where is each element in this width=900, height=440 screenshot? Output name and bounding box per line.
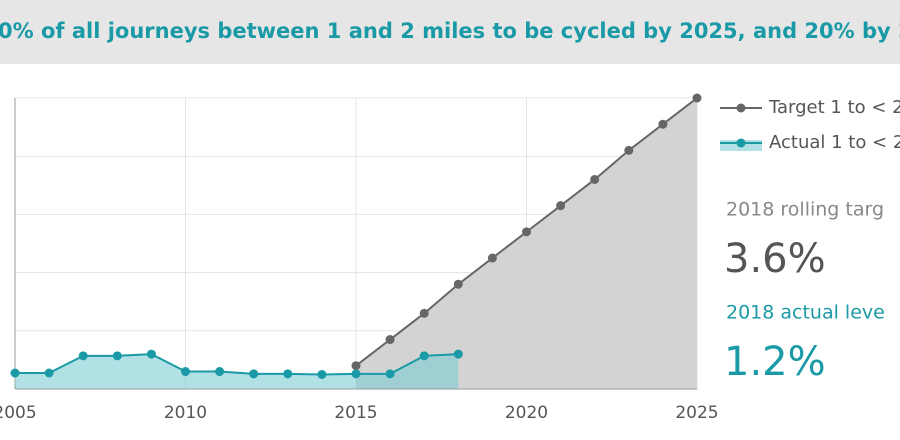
legend-label: Actual 1 to < 2 [769,132,900,153]
x-tick-label: 2015 [334,403,377,423]
data-point [624,145,634,155]
legend-dot [736,138,746,148]
data-point [249,369,259,379]
data-point [419,308,429,318]
chart-title: 0% of all journeys between 1 and 2 miles… [0,19,900,43]
stat-value: 3.6% [724,236,826,282]
data-point [487,253,497,263]
legend-label: Target 1 to < 2 [768,97,900,118]
x-tick-label: 2010 [164,403,207,423]
data-point [44,368,54,378]
data-point [351,369,361,379]
data-point [181,367,190,377]
data-point [692,93,702,103]
series-line [15,353,459,376]
stat-label: 2018 rolling targ [726,199,884,221]
data-point [556,201,566,211]
data-point [146,349,156,359]
data-point [522,227,531,237]
data-point [453,349,463,359]
legend-dot [736,103,746,113]
data-point [351,361,361,371]
x-tick-label: 2005 [0,403,37,423]
x-tick-label: 2020 [505,403,548,423]
data-point [419,351,429,361]
data-point [385,369,395,379]
data-point [658,119,668,129]
data-point [283,369,293,379]
data-point [215,367,225,377]
data-point [385,335,395,345]
title-bar [0,0,900,64]
data-point [78,351,88,361]
stat-label: 2018 actual leve [726,302,885,324]
area-fill [356,98,697,389]
data-point [317,369,327,379]
data-point [112,351,122,361]
stat-value: 1.2% [724,339,826,385]
data-point [590,174,600,184]
area-fill [15,354,459,389]
data-point [453,279,463,289]
x-tick-label: 2025 [675,403,718,423]
data-point [10,368,20,378]
